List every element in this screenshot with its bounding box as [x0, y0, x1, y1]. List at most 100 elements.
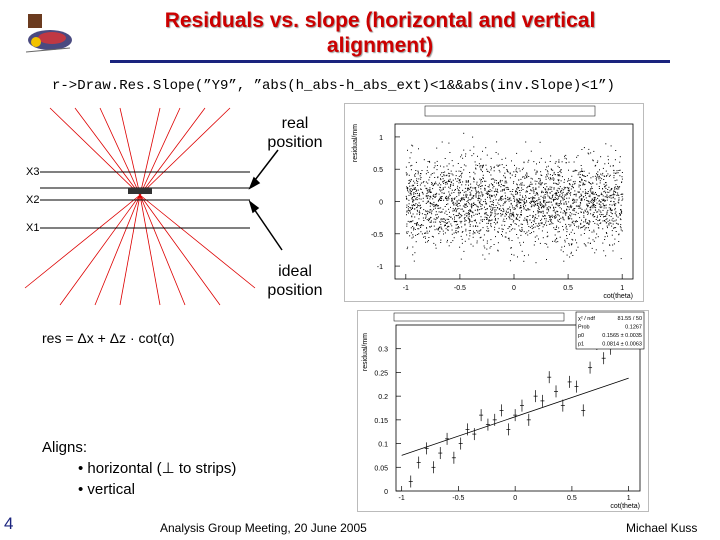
scatter-point: [530, 206, 532, 208]
scatter-point: [435, 195, 437, 197]
scatter-point: [506, 169, 508, 171]
scatter-point: [580, 171, 582, 172]
scatter-point: [516, 183, 518, 185]
scatter-point: [451, 181, 453, 183]
y-tick-label: 0.25: [374, 370, 388, 377]
scatter-point: [595, 192, 596, 193]
scatter-point: [598, 200, 600, 202]
scatter-point: [412, 226, 414, 227]
scatter-point: [534, 195, 536, 196]
scatter-point: [441, 220, 443, 222]
scatter-point: [523, 241, 524, 243]
scatter-point: [585, 194, 586, 196]
scatter-point: [541, 190, 543, 192]
scatter-point: [520, 214, 522, 215]
scatter-point: [556, 211, 558, 213]
scatter-point: [531, 204, 533, 206]
scatter-point: [607, 209, 609, 211]
scatter-point: [482, 254, 484, 256]
scatter-point: [592, 213, 594, 215]
scatter-point: [413, 196, 415, 198]
scatter-point: [479, 178, 481, 180]
scatter-point: [494, 211, 496, 213]
scatter-point: [468, 199, 470, 201]
scatter-point: [588, 195, 590, 197]
scatter-point: [557, 179, 559, 181]
scatter-point: [454, 197, 456, 199]
scatter-point: [466, 205, 468, 207]
scatter-point: [540, 195, 542, 197]
scatter-point: [498, 169, 500, 171]
scatter-point: [619, 213, 620, 215]
scatter-point: [451, 229, 453, 231]
scatter-point: [549, 192, 551, 194]
fit-stat-value: 81.55 / 50: [618, 316, 642, 322]
scatter-point: [521, 182, 523, 184]
scatter-point: [438, 227, 440, 229]
scatter-point: [610, 189, 612, 191]
scatter-point: [498, 208, 500, 210]
scatter-point: [422, 197, 424, 199]
scatter-point: [598, 195, 600, 197]
scatter-point: [467, 180, 469, 182]
scatter-point: [461, 197, 462, 199]
scatter-point: [434, 183, 435, 185]
scatter-point: [613, 227, 615, 229]
scatter-point: [587, 200, 589, 202]
scatter-point: [521, 228, 523, 230]
scatter-point: [513, 197, 515, 199]
scatter-point: [409, 220, 411, 222]
scatter-point: [616, 185, 618, 187]
scatter-point: [488, 191, 490, 193]
scatter-point: [620, 229, 622, 231]
scatter-point: [509, 172, 511, 174]
scatter-point: [452, 218, 453, 220]
scatter-point: [459, 180, 461, 182]
scatter-point: [529, 219, 531, 221]
histogram-title-box: [424, 105, 596, 117]
scatter-point: [445, 182, 447, 183]
scatter-point: [542, 226, 544, 228]
scatter-point: [435, 183, 437, 185]
scatter-point: [446, 165, 448, 167]
scatter-point: [519, 194, 521, 196]
scatter-point: [482, 150, 483, 152]
scatter-point: [615, 172, 616, 174]
scatter-point: [460, 200, 461, 202]
scatter-point: [571, 185, 573, 187]
scatter-point: [474, 161, 476, 163]
scatter-point: [434, 182, 436, 184]
scatter-point: [557, 241, 559, 243]
scatter-point: [547, 171, 549, 173]
scatter-point: [602, 200, 604, 202]
scatter-point: [545, 176, 547, 178]
scatter-point: [503, 188, 505, 190]
scatter-point: [543, 195, 545, 197]
footer-author: Michael Kuss: [626, 521, 698, 535]
scatter-point: [459, 246, 461, 248]
scatter-point: [489, 194, 491, 196]
scatter-point: [492, 184, 494, 185]
scatter-point: [553, 178, 555, 180]
scatter-point: [583, 147, 585, 149]
scatter-point: [581, 149, 583, 150]
scatter-point: [566, 254, 568, 256]
scatter-point: [555, 202, 557, 204]
scatter-point: [479, 230, 481, 232]
scatter-point: [475, 193, 477, 195]
scatter-point: [509, 177, 511, 179]
scatter-point: [477, 210, 479, 212]
scatter-point: [560, 191, 562, 193]
scatter-point: [435, 211, 437, 213]
scatter-point: [451, 173, 453, 175]
scatter-point: [426, 227, 428, 229]
scatter-point: [538, 208, 540, 210]
scatter-point: [565, 214, 567, 216]
scatter-point: [508, 189, 510, 190]
scatter-point: [476, 205, 478, 207]
scatter-point: [541, 230, 543, 232]
scatter-point: [484, 258, 486, 260]
scatter-point: [444, 212, 446, 214]
scatter-point: [526, 175, 528, 177]
scatter-point: [620, 194, 622, 195]
